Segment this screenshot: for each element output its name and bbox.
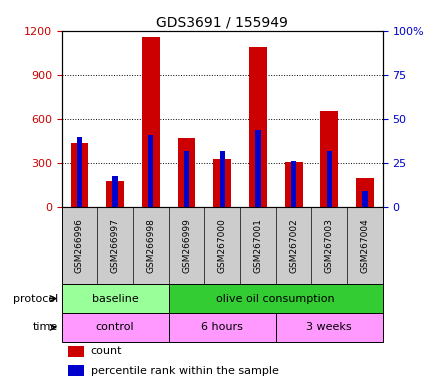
Bar <box>106 181 124 207</box>
Bar <box>184 151 189 207</box>
Text: olive oil consumption: olive oil consumption <box>216 293 335 304</box>
Bar <box>142 37 160 207</box>
Bar <box>291 161 296 207</box>
Bar <box>178 138 195 207</box>
Text: control: control <box>96 322 135 333</box>
Text: GSM266999: GSM266999 <box>182 218 191 273</box>
Bar <box>326 151 332 207</box>
Bar <box>62 313 169 342</box>
Text: GSM267000: GSM267000 <box>218 218 227 273</box>
Bar <box>68 365 84 376</box>
Text: count: count <box>91 346 122 356</box>
Bar <box>113 175 118 207</box>
Text: GSM266996: GSM266996 <box>75 218 84 273</box>
Text: GSM266998: GSM266998 <box>147 218 155 273</box>
Text: GSM267001: GSM267001 <box>253 218 262 273</box>
Bar <box>68 346 84 357</box>
Bar <box>356 178 374 207</box>
Text: baseline: baseline <box>92 293 139 304</box>
Text: percentile rank within the sample: percentile rank within the sample <box>91 366 279 376</box>
Text: protocol: protocol <box>13 293 59 304</box>
Text: GSM267003: GSM267003 <box>325 218 334 273</box>
Text: time: time <box>33 322 59 333</box>
Bar <box>62 284 169 313</box>
Bar <box>255 130 260 207</box>
Bar <box>249 47 267 207</box>
Title: GDS3691 / 155949: GDS3691 / 155949 <box>156 16 288 30</box>
Text: 3 weeks: 3 weeks <box>306 322 352 333</box>
Bar <box>77 137 82 207</box>
Text: GSM267004: GSM267004 <box>360 218 370 273</box>
Bar <box>320 111 338 207</box>
Bar <box>362 192 368 207</box>
Bar <box>276 313 383 342</box>
Bar <box>169 284 383 313</box>
Bar <box>285 162 303 207</box>
Bar <box>213 159 231 207</box>
Text: GSM266997: GSM266997 <box>110 218 120 273</box>
Text: 6 hours: 6 hours <box>201 322 243 333</box>
Bar <box>148 135 154 207</box>
Bar <box>220 151 225 207</box>
Bar <box>70 142 88 207</box>
Bar <box>169 313 276 342</box>
Text: GSM267002: GSM267002 <box>289 218 298 273</box>
